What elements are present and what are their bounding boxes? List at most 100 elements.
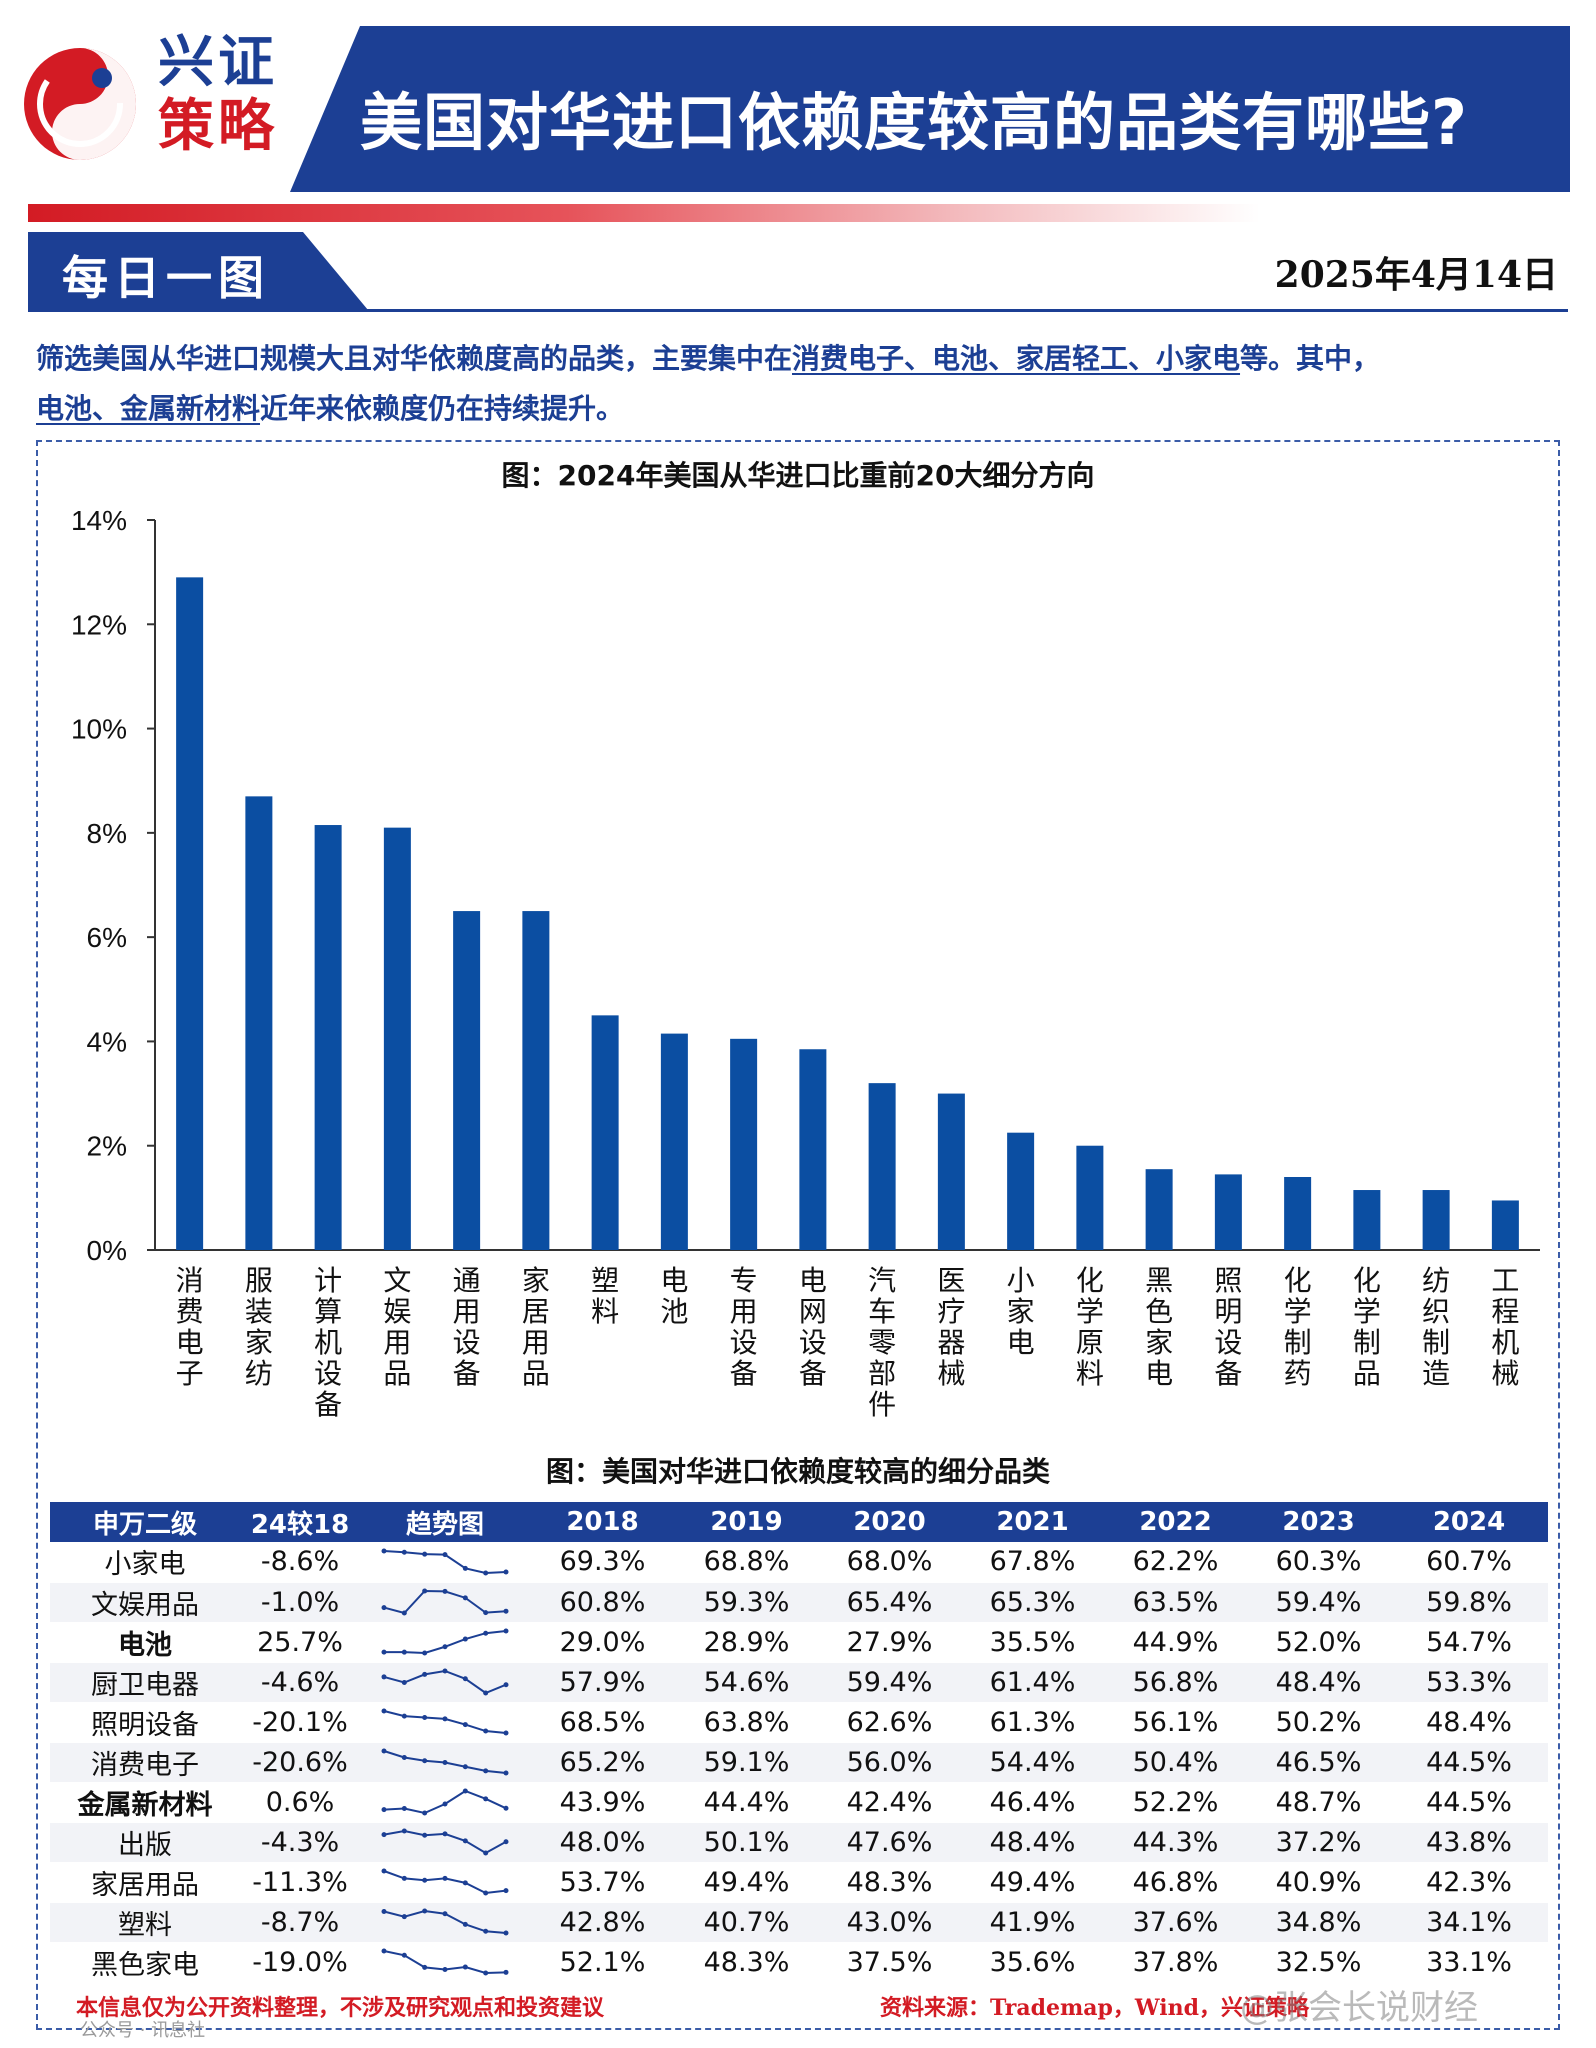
sparkline-point <box>381 1748 387 1754</box>
table-row: 消费电子 -20.6% 65.2% 59.1% 56.0% 54.4% 50.4% 46.5%… <box>50 1742 1548 1783</box>
sparkline-point <box>381 1868 387 1874</box>
sparkline-point <box>401 1875 407 1881</box>
y-tick-label: 14% <box>71 505 127 536</box>
sparkline-point <box>503 1628 509 1634</box>
sparkline <box>381 1748 509 1776</box>
daily-chart-tab <box>28 232 368 310</box>
sparkline-point <box>503 1805 509 1811</box>
value-cell: 67.8% <box>961 1542 1104 1583</box>
y-tick-label: 10% <box>71 714 127 745</box>
value-cell: 61.3% <box>961 1702 1104 1743</box>
sparkline-point <box>381 1649 387 1655</box>
value-cell: 53.3% <box>1390 1662 1548 1703</box>
sparkline <box>381 1668 509 1696</box>
change-cell: -20.1% <box>240 1702 360 1743</box>
sparkline-point <box>442 1588 448 1594</box>
sparkline-point <box>503 1682 509 1688</box>
table-header-cell: 24较18 <box>240 1502 360 1542</box>
value-cell: 69.3% <box>530 1542 675 1583</box>
change-cell: 25.7% <box>240 1622 360 1663</box>
value-cell: 41.9% <box>961 1902 1104 1943</box>
table-title: 图：美国对华进口依赖度较高的细分品类 <box>545 1455 1050 1488</box>
bar <box>383 827 411 1250</box>
category-cell: 厨卫电器 <box>50 1662 240 1703</box>
x-tick-label: 服装家纺 <box>245 1264 273 1390</box>
value-cell: 49.4% <box>961 1862 1104 1903</box>
sparkline-point <box>442 1644 448 1650</box>
sparkline-point <box>462 1565 468 1571</box>
value-cell: 37.2% <box>1247 1822 1390 1863</box>
x-tick-label: 照明设备 <box>1214 1264 1242 1390</box>
value-cell: 48.3% <box>818 1862 961 1903</box>
sparkline-point <box>401 1914 407 1920</box>
trend-cell <box>360 1782 530 1823</box>
value-cell: 56.8% <box>1104 1662 1247 1703</box>
value-cell: 43.9% <box>530 1782 675 1823</box>
trend-cell <box>360 1942 530 1983</box>
title-banner <box>290 26 1570 192</box>
bar <box>591 1015 619 1250</box>
brand-name: 兴证 策略 <box>158 32 288 157</box>
sparkline-point <box>462 1921 468 1927</box>
value-cell: 54.6% <box>675 1662 818 1703</box>
intro-text-2: 等。其中， <box>1240 342 1381 375</box>
intro-text-1: 筛选美国从华进口规模大且对华依赖度高的品类，主要集中在 <box>36 342 793 375</box>
table-row: 电池 25.7% 29.0% 28.9% 27.9% 35.5% 44.9% 52.0% 54.… <box>50 1622 1548 1663</box>
trend-cell <box>360 1542 530 1583</box>
x-tick-label: 家居用品 <box>522 1264 550 1390</box>
weibo-watermark: @张会长说财经 <box>1240 1988 1478 2028</box>
sparkline <box>381 1548 509 1576</box>
sparkline-point <box>422 1810 428 1816</box>
value-cell: 63.5% <box>1104 1582 1247 1623</box>
sparkline-point <box>422 1758 428 1764</box>
table-header-cell: 2018 <box>530 1502 675 1542</box>
sparkline-point <box>381 1807 387 1813</box>
trend-cell <box>360 1702 530 1743</box>
x-tick-label: 文娱用品 <box>383 1264 411 1390</box>
sparkline-point <box>503 1730 509 1736</box>
category-cell: 黑色家电 <box>50 1942 240 1983</box>
value-cell: 60.3% <box>1247 1542 1390 1583</box>
sparkline-point <box>442 1967 448 1973</box>
value-cell: 54.7% <box>1390 1622 1548 1663</box>
sparkline-path <box>383 1870 507 1895</box>
x-tick-label: 通用设备 <box>453 1264 481 1390</box>
value-cell: 57.9% <box>530 1662 675 1703</box>
trend-cell <box>360 1742 530 1783</box>
sparkline-point <box>381 1948 387 1954</box>
value-cell: 40.9% <box>1247 1862 1390 1903</box>
value-cell: 27.9% <box>818 1622 961 1663</box>
sparkline-point <box>401 1680 407 1686</box>
category-cell: 电池 <box>50 1622 240 1663</box>
sparkline <box>381 1948 509 1976</box>
value-cell: 48.7% <box>1247 1782 1390 1823</box>
x-tick-label: 工程机械 <box>1491 1264 1519 1390</box>
category-cell: 出版 <box>50 1822 240 1863</box>
table-row: 塑料 -8.7% 42.8% 40.7% 43.0% 41.9% 37.6% 34.8% 34.… <box>50 1902 1548 1943</box>
publish-date: 2025年4月14日 <box>1274 254 1558 296</box>
value-cell: 46.5% <box>1247 1742 1390 1783</box>
change-cell: -19.0% <box>240 1942 360 1983</box>
sparkline-point <box>462 1880 468 1886</box>
change-cell: -20.6% <box>240 1742 360 1783</box>
value-cell: 37.6% <box>1104 1902 1247 1943</box>
sparkline-point <box>442 1716 448 1722</box>
table-row: 出版 -4.3% 48.0% 50.1% 47.6% 48.4% 44.3% 37.2% 43.… <box>50 1822 1548 1863</box>
category-cell: 消费电子 <box>50 1742 240 1783</box>
table-body: 小家电 -8.6% 69.3% 68.8% 68.0% 67.8% 62.2% 60.3% 60… <box>50 1542 1548 1983</box>
sparkline-point <box>483 1796 489 1802</box>
bar <box>453 911 481 1250</box>
change-cell: -11.3% <box>240 1862 360 1903</box>
sparkline-point <box>503 1569 509 1575</box>
sparkline-point <box>462 1722 468 1728</box>
blue-divider <box>28 309 1568 312</box>
page-title: 美国对华进口依赖度较高的品类有哪些? <box>360 86 1468 159</box>
value-cell: 62.6% <box>818 1702 961 1743</box>
intro-highlight-1: 消费电子、电池、家居轻工、小家电 <box>792 342 1241 375</box>
bar <box>245 796 273 1250</box>
category-cell: 金属新材料 <box>50 1782 240 1823</box>
sparkline-point <box>381 1548 387 1554</box>
sparkline-point <box>422 1551 428 1557</box>
sparkline-point <box>381 1674 387 1680</box>
value-cell: 46.4% <box>961 1782 1104 1823</box>
